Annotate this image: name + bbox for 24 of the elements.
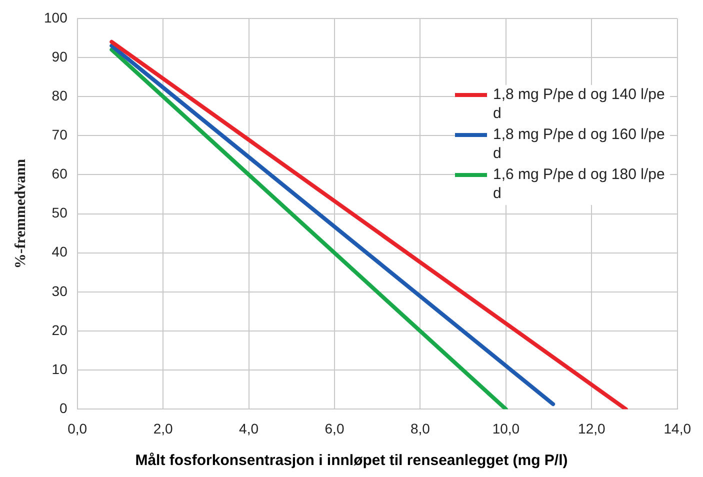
y-tick-label: 20: [52, 322, 68, 338]
x-tick-label: 6,0: [324, 420, 344, 436]
y-tick-label: 10: [52, 360, 68, 377]
y-tick-label: 40: [52, 244, 68, 260]
x-tick-label: 4,0: [239, 420, 259, 436]
legend-label: 1,6 mg P/pe d og 180 l/pe d: [493, 165, 666, 203]
y-tick-label: 100: [44, 9, 68, 26]
y-tick-label: 60: [52, 166, 68, 182]
y-tick-label: 0: [60, 400, 68, 416]
x-tick-label: 10,0: [492, 420, 520, 436]
x-tick-label: 2,0: [153, 420, 174, 436]
y-tick-label: 50: [52, 204, 68, 221]
x-tick-label: 8,0: [410, 420, 430, 436]
y-axis-title: %-fremmedvann: [12, 158, 29, 269]
legend-label: 1,8 mg P/pe d og 160 l/pe d: [493, 125, 666, 163]
y-tick-label: 70: [52, 126, 68, 142]
legend-label: 1,8 mg P/pe d og 140 l/pe d: [493, 85, 666, 123]
x-tick-label: 14,0: [664, 420, 692, 436]
y-tick-label: 80: [52, 87, 68, 104]
y-tick-label: 90: [52, 48, 68, 64]
y-tick-label: 30: [52, 282, 68, 299]
x-tick-label: 0,0: [68, 420, 88, 436]
x-tick-label: 12,0: [578, 420, 606, 436]
x-axis-title: Målt fosforkonsentrasjon i innløpet til renseanlegget (mg P/l): [134, 452, 569, 469]
